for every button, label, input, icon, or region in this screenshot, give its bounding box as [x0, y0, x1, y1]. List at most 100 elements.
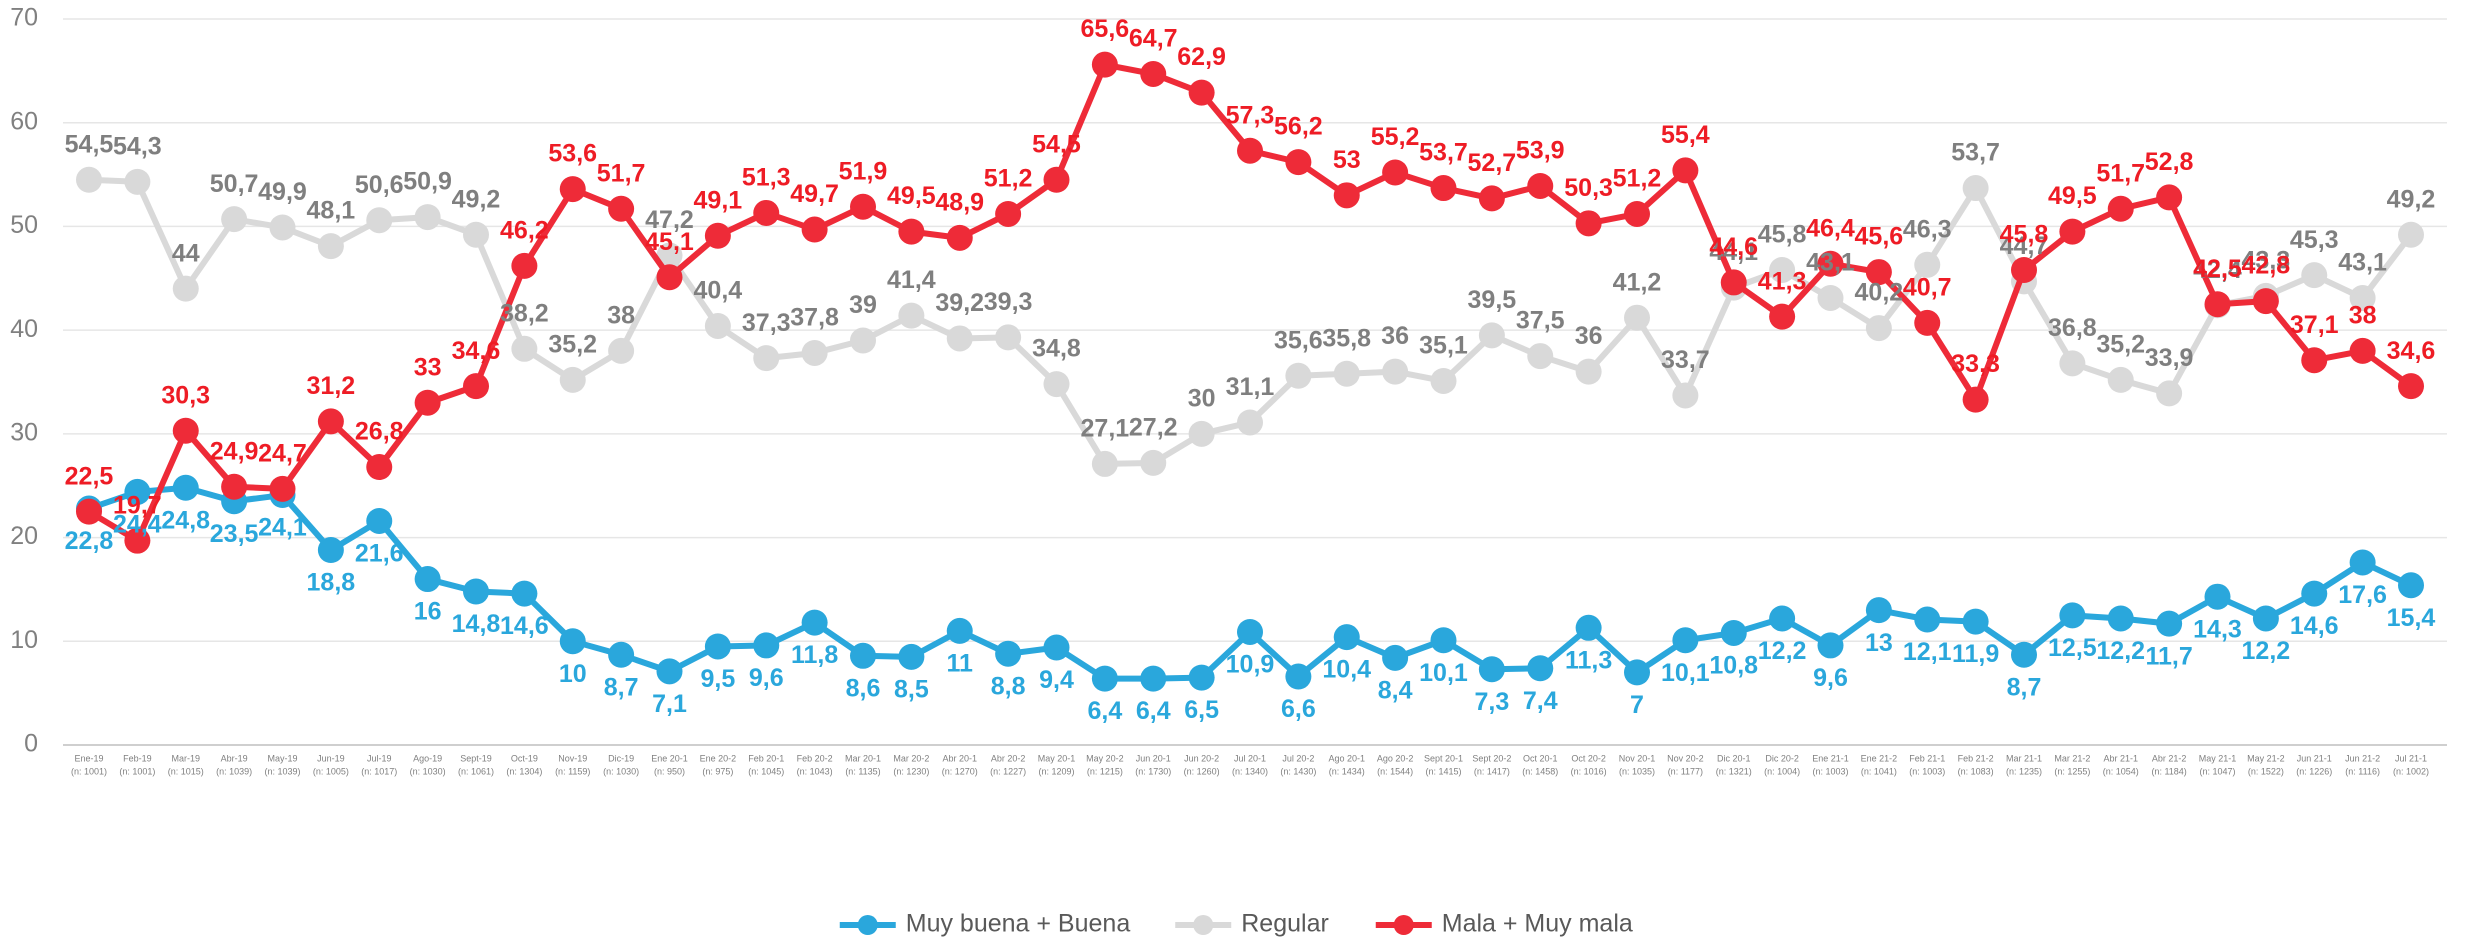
x-tick-label: (n: 1159) — [555, 766, 590, 776]
point — [2059, 218, 2086, 245]
point — [366, 507, 393, 534]
y-tick-label: 30 — [10, 418, 38, 446]
data-label: 43,3 — [2242, 247, 2291, 275]
point — [2301, 347, 2328, 374]
data-label: 36,8 — [2048, 314, 2097, 342]
x-tick-label: (n: 1434) — [1329, 766, 1365, 776]
point — [850, 327, 876, 354]
x-tick-label: (n: 1043) — [797, 766, 833, 776]
point — [1575, 358, 1602, 385]
x-tick-label: Ago-19 — [413, 753, 442, 763]
data-label: 8,4 — [1378, 676, 1413, 704]
data-label: 7,1 — [652, 690, 687, 718]
data-label: 49,2 — [452, 185, 501, 213]
data-label: 49,2 — [2387, 185, 2436, 213]
data-label: 53,9 — [1516, 137, 1565, 165]
point — [1817, 250, 1844, 277]
data-label: 12,5 — [2048, 634, 2097, 662]
data-label: 44 — [172, 239, 200, 267]
point — [753, 345, 780, 372]
x-tick-label: (n: 1415) — [1425, 766, 1461, 776]
point — [1769, 605, 1796, 632]
data-label: 38,2 — [500, 299, 549, 327]
point — [2301, 580, 2328, 607]
point — [1575, 210, 1602, 237]
x-tick-label: Abr-19 — [221, 753, 248, 763]
x-tick-label: Jun 21-2 — [2345, 753, 2380, 763]
data-label: 34,6 — [452, 337, 501, 365]
data-label: 49,7 — [790, 180, 839, 208]
legend-label: Regular — [1241, 910, 1329, 938]
point — [2349, 337, 2376, 364]
data-label: 7,4 — [1523, 687, 1558, 715]
x-tick-label: (n: 1209) — [1038, 766, 1074, 776]
point — [2252, 605, 2279, 632]
x-tick-label: Abr 20-1 — [942, 753, 977, 763]
x-tick-label: (n: 1270) — [942, 766, 978, 776]
x-tick-label: Jun 21-1 — [2297, 753, 2332, 763]
x-tick-label: (n: 1047) — [2199, 766, 2235, 776]
x-tick-label: (n: 1730) — [1135, 766, 1171, 776]
x-tick-label: (n: 1001) — [119, 766, 155, 776]
data-label: 31,2 — [307, 372, 356, 400]
point — [124, 478, 151, 505]
x-tick-label: (n: 1004) — [1764, 766, 1800, 776]
x-tick-label: (n: 1030) — [603, 766, 639, 776]
x-tick-label: Ene 21-1 — [1812, 753, 1849, 763]
data-label: 40,7 — [1903, 273, 1952, 301]
x-tick-label: Jun 20-2 — [1184, 753, 1219, 763]
point — [221, 206, 248, 233]
data-label: 47,2 — [645, 206, 694, 234]
legend-marker — [1193, 915, 1214, 935]
data-label: 7 — [1630, 691, 1644, 719]
data-label: 36 — [1575, 322, 1603, 350]
data-label: 49,9 — [258, 178, 307, 206]
x-tick-label: Oct-19 — [511, 753, 538, 763]
data-label: 48,1 — [307, 197, 356, 225]
legend-label: Muy buena + Buena — [906, 910, 1131, 938]
point — [2156, 610, 2183, 637]
x-tick-label: Feb 20-2 — [797, 753, 833, 763]
point — [221, 473, 248, 500]
point — [1478, 656, 1505, 683]
legend-marker — [857, 915, 878, 935]
point — [124, 168, 151, 195]
data-label: 50,7 — [210, 170, 259, 198]
point — [1914, 251, 1941, 278]
point — [172, 474, 199, 501]
point — [317, 233, 344, 260]
point — [1382, 358, 1409, 385]
data-label: 37,1 — [2290, 311, 2339, 339]
x-tick-label: Jul 20-1 — [1234, 753, 1266, 763]
x-tick-label: Dic 20-1 — [1717, 753, 1751, 763]
point — [1720, 269, 1747, 296]
data-label: 10,8 — [1709, 652, 1758, 680]
point — [2107, 605, 2134, 632]
point — [1091, 51, 1118, 78]
data-label: 33,3 — [1951, 350, 2000, 378]
point — [1817, 632, 1844, 659]
point — [608, 195, 635, 222]
point — [269, 475, 296, 502]
x-tick-label: Jul 21-1 — [2395, 753, 2427, 763]
point — [1962, 175, 1989, 202]
data-label: 50,6 — [355, 171, 404, 199]
x-tick-label: (n: 1016) — [1571, 766, 1607, 776]
data-label: 19,7 — [113, 491, 162, 519]
x-tick-label: Jun 20-1 — [1136, 753, 1171, 763]
point — [995, 324, 1022, 351]
data-label: 45,3 — [2290, 226, 2339, 254]
y-tick-label: 20 — [10, 522, 38, 550]
x-tick-label: Oct 20-2 — [1571, 753, 1606, 763]
x-tick-label: (n: 1001) — [71, 766, 107, 776]
y-tick-label: 70 — [10, 4, 38, 32]
data-label: 50,3 — [1564, 174, 1613, 202]
point — [1865, 259, 1892, 286]
data-label: 39,3 — [984, 288, 1033, 316]
point — [1285, 663, 1312, 690]
x-tick-label: (n: 1227) — [990, 766, 1026, 776]
data-label: 36 — [1381, 322, 1409, 350]
x-tick-label: Nov 20-1 — [1619, 753, 1656, 763]
point — [2107, 366, 2134, 393]
x-tick-label: Sept-19 — [460, 753, 492, 763]
